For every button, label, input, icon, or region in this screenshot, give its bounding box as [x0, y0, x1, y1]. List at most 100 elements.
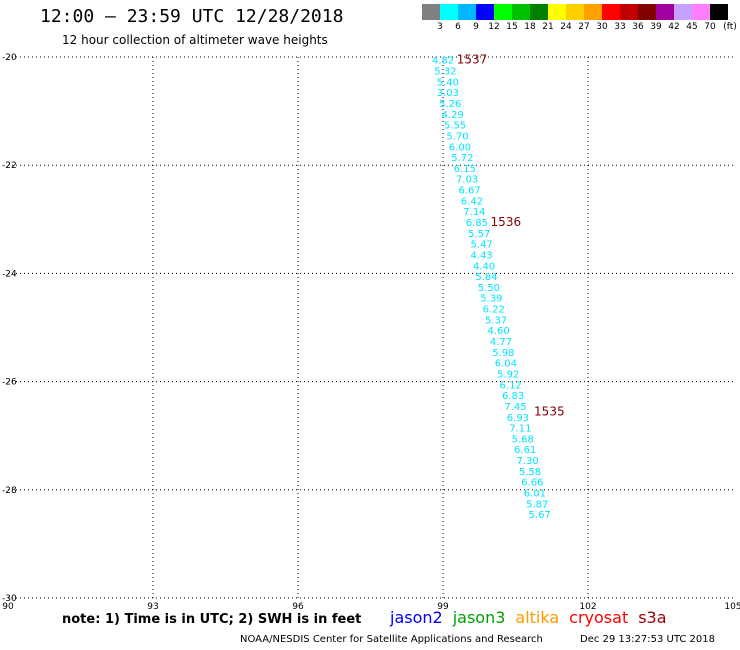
- satellite-legend-item: altika: [515, 608, 560, 627]
- credit-line: NOAA/NESDIS Center for Satellite Applica…: [240, 634, 543, 645]
- color-scale-unit: (ft): [723, 22, 737, 32]
- wave-height-value: 5.58: [519, 467, 541, 478]
- longitude-tick-label: 93: [147, 602, 158, 612]
- longitude-tick-label: 102: [579, 602, 596, 612]
- wave-height-value: 7.30: [516, 456, 538, 467]
- satellite-legend-item: jason3: [452, 608, 506, 627]
- color-scale-label: 70: [704, 22, 716, 32]
- color-scale-swatch: [656, 4, 674, 20]
- color-scale-swatch: [692, 4, 710, 20]
- wave-height-value: 5.70: [446, 131, 468, 142]
- wave-height-value: 6.22: [483, 305, 505, 316]
- color-scale-label: 45: [686, 22, 698, 32]
- wave-height-value: 5.40: [437, 77, 459, 88]
- wave-height-value: 5.84: [475, 272, 497, 283]
- wave-height-value: 5.32: [434, 67, 456, 78]
- wave-height-value: 7.14: [463, 207, 485, 218]
- longitude-tick-label: 90: [2, 602, 14, 612]
- color-scale-swatch: [512, 4, 530, 20]
- color-scale-swatch: [458, 4, 476, 20]
- color-scale-swatch: [584, 4, 602, 20]
- generated-timestamp: Dec 29 13:27:53 UTC 2018: [580, 634, 715, 645]
- wave-height-value: 6.93: [507, 413, 529, 424]
- wave-height-value: 4.77: [490, 337, 512, 348]
- track-labels: 1537 1536 1535: [457, 53, 565, 419]
- color-scale-bar: [422, 4, 728, 20]
- color-scale-label: 24: [560, 22, 572, 32]
- color-scale-label: 21: [542, 22, 554, 32]
- color-scale-swatch: [710, 4, 728, 20]
- wave-height-value: 5.47: [471, 240, 493, 251]
- color-scale-swatch: [530, 4, 548, 20]
- satellite-legend-item: s3a: [638, 608, 667, 627]
- wave-height-value: 5.92: [497, 369, 519, 380]
- wave-height-value: 7.11: [509, 424, 531, 435]
- satellite-legend-item: jason2: [390, 608, 443, 627]
- wave-height-value: 6.61: [514, 445, 536, 456]
- color-scale-swatch: [674, 4, 692, 20]
- color-scale-label: 12: [488, 22, 500, 32]
- color-scale-label: 18: [524, 22, 536, 32]
- page-subtitle: 12 hour collection of altimeter wave hei…: [62, 33, 328, 47]
- longitude-tick-label: 99: [437, 602, 449, 612]
- wave-height-value: 6.67: [458, 186, 480, 197]
- wave-height-value: 6.66: [521, 478, 543, 489]
- wave-height-value: 6.83: [502, 391, 524, 402]
- color-scale-swatch: [566, 4, 584, 20]
- color-scale-swatch: [440, 4, 458, 20]
- wave-height-value: 6.85: [466, 218, 488, 229]
- latitude-tick-label: -22: [2, 161, 17, 171]
- color-scale-label: 33: [614, 22, 626, 32]
- wave-height-value: 3.03: [437, 88, 459, 99]
- latitude-tick-label: -24: [2, 269, 17, 279]
- color-scale-label: 36: [632, 22, 644, 32]
- page-title: 12:00 — 23:59 UTC 12/28/2018: [40, 6, 344, 27]
- wave-height-value: 6.42: [461, 196, 483, 207]
- color-scale-swatch: [494, 4, 512, 20]
- latitude-tick-label: -30: [2, 594, 17, 604]
- latitude-tick-label: -20: [2, 53, 17, 63]
- wave-height-value: 4.60: [487, 326, 509, 337]
- wave-height-value: 6.04: [495, 359, 517, 370]
- color-scale-swatch: [620, 4, 638, 20]
- satellite-legend-item: cryosat: [569, 608, 629, 627]
- wave-height-value: 5.57: [468, 229, 490, 240]
- wave-height-value: 5.39: [480, 294, 502, 305]
- color-scale-label: 3: [437, 22, 443, 32]
- color-scale-label: 27: [578, 22, 590, 32]
- color-scale-label: 39: [650, 22, 662, 32]
- color-scale-label: 15: [506, 22, 518, 32]
- axis-tick-labels: 90 93 96 99 102 105 -20 -22 -24 -26 -28 -30: [2, 53, 740, 612]
- wave-height-value: 4.82: [432, 56, 454, 67]
- color-scale-label: 42: [668, 22, 680, 32]
- map-grid: [8, 56, 733, 599]
- longitude-tick-label: 105: [724, 602, 740, 612]
- wave-height-value: 5.55: [444, 121, 466, 132]
- wave-height-value: 5.26: [439, 99, 461, 110]
- wave-height-value: 4.40: [473, 261, 495, 272]
- color-scale-label: 30: [596, 22, 608, 32]
- latitude-tick-label: -28: [2, 486, 17, 496]
- color-scale-label: 6: [455, 22, 461, 32]
- wave-height-value: 7.03: [456, 175, 478, 186]
- track-number-label: 1537: [457, 53, 488, 67]
- wave-height-value: 5.98: [492, 348, 514, 359]
- color-scale-swatch: [638, 4, 656, 20]
- color-scale-swatch: [422, 4, 440, 20]
- track-number-label: 1536: [491, 215, 522, 229]
- wave-height-value: 6.15: [454, 164, 476, 175]
- wave-height-value: 5.50: [478, 283, 500, 294]
- latitude-tick-label: -26: [2, 378, 17, 388]
- wave-height-value: 6.12: [500, 380, 522, 391]
- longitude-tick-label: 96: [292, 602, 304, 612]
- wave-height-value: 5.72: [451, 153, 473, 164]
- wave-height-value: 5.67: [529, 510, 551, 521]
- color-scale-swatch: [476, 4, 494, 20]
- wave-height-readings: 4.825.325.403.035.264.295.555.706.005.72…: [432, 56, 551, 521]
- color-scale-swatch: [602, 4, 620, 20]
- color-scale-swatch: [548, 4, 566, 20]
- wave-height-value: 4.29: [442, 110, 464, 121]
- track-number-label: 1535: [534, 404, 565, 418]
